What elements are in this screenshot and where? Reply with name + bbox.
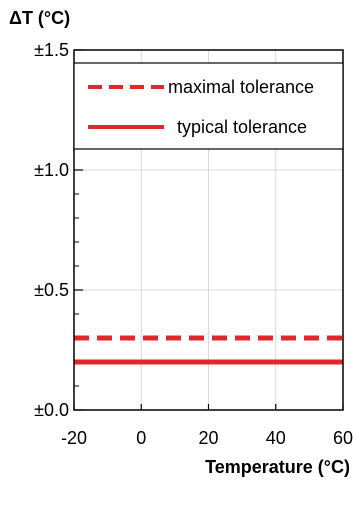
x-tick-label: 40 (266, 428, 286, 448)
x-tick-label: 0 (136, 428, 146, 448)
x-tick-label: 60 (333, 428, 353, 448)
x-axis-ticks: -20 0 20 40 60 (61, 404, 353, 448)
legend-label-typical-tolerance: typical tolerance (177, 117, 307, 137)
legend-box (73, 62, 344, 150)
legend-label-maximal-tolerance: maximal tolerance (168, 77, 314, 97)
y-tick-label: ±1.5 (34, 40, 69, 60)
x-axis-title: Temperature (°C) (205, 457, 350, 477)
y-tick-label: ±0.5 (34, 280, 69, 300)
y-tick-label: ±0.0 (34, 400, 69, 420)
x-tick-label: -20 (61, 428, 87, 448)
y-axis-ticks: ±0.0 ±0.5 ±1.0 ±1.5 (34, 40, 83, 420)
legend: maximal tolerance typical tolerance (73, 62, 344, 150)
y-axis-title: ΔT (°C) (9, 8, 70, 28)
y-tick-label: ±1.0 (34, 160, 69, 180)
x-tick-label: 20 (198, 428, 218, 448)
series-layer (74, 335, 343, 365)
